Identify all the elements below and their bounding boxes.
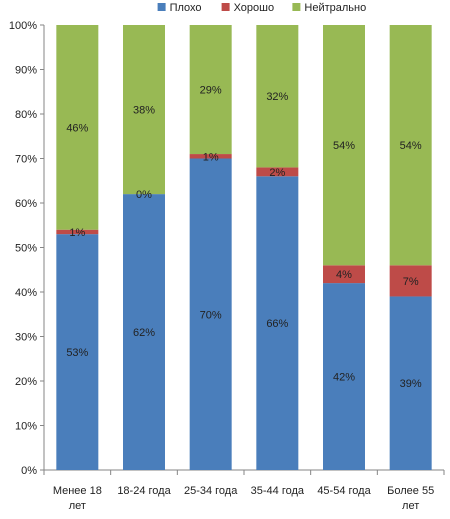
data-label: 46% — [66, 122, 88, 134]
data-label: 4% — [336, 269, 352, 281]
legend-swatch — [292, 3, 301, 11]
data-label: 38% — [133, 105, 155, 117]
x-tick-label: Менее 18 лет — [53, 485, 102, 512]
y-tick-label: 10% — [15, 421, 37, 433]
bars — [56, 25, 432, 471]
bar-segment — [56, 25, 99, 230]
bar-segment — [123, 25, 165, 195]
bar-segment — [256, 25, 299, 168]
y-tick-label: 0% — [21, 465, 37, 477]
data-label: 62% — [133, 327, 155, 339]
y-tick-label: 100% — [9, 20, 37, 32]
y-tick-label: 40% — [15, 287, 37, 299]
bar-segment — [256, 167, 299, 177]
bar-segment — [189, 25, 232, 155]
data-label: 54% — [400, 140, 422, 152]
y-tick-label: 20% — [15, 376, 37, 388]
data-labels: 53% 1% 46% 62% 0% 38% 70% 1% 29% 66% 2% 32% 42% 4% 54%… — [66, 85, 422, 391]
x-tick-label-line: лет — [69, 500, 86, 512]
data-label: 2% — [269, 167, 285, 179]
data-label: 54% — [333, 140, 355, 152]
bar-segment — [389, 265, 432, 297]
y-tick-label: 50% — [15, 243, 37, 255]
data-label: 53% — [66, 347, 88, 359]
data-label: 1% — [69, 227, 85, 239]
bar-segment — [189, 154, 232, 159]
legend-label: Плохо — [170, 2, 202, 14]
data-label: 39% — [400, 378, 422, 390]
x-tick-label: 45-54 года — [317, 485, 371, 497]
y-tick-label: 90% — [15, 65, 37, 77]
y-tick-label: 30% — [15, 332, 37, 344]
x-tick-label: Более 55 лет — [387, 485, 434, 512]
bar-segment — [123, 194, 165, 470]
bar-segment — [389, 25, 432, 266]
data-label: 29% — [200, 85, 222, 97]
bar-segment — [323, 25, 365, 266]
data-label: 70% — [200, 309, 222, 321]
x-tick-label: 35-44 года — [251, 485, 305, 497]
legend: Плохо Хорошо Нейтрально — [157, 2, 366, 14]
bar-segment — [189, 158, 232, 470]
x-tick-label-line: 18-24 года — [117, 485, 171, 497]
data-label: 32% — [266, 91, 288, 103]
x-tick-label-line: 35-44 года — [251, 485, 305, 497]
data-label: 42% — [333, 372, 355, 384]
y-tick-label: 60% — [15, 198, 37, 210]
x-tick-label-line: 45-54 года — [317, 485, 371, 497]
bar-segment — [323, 283, 365, 470]
legend-swatch — [221, 3, 230, 11]
legend-label: Хорошо — [234, 2, 275, 14]
legend-label: Нейтрально — [304, 2, 366, 14]
axes: 0% 10% 20% 30% 40% 50% 60% 70% 80% 90% 100% Менее 1… — [9, 20, 445, 512]
bar-segment — [56, 234, 99, 470]
x-tick-label-line: Менее 18 — [53, 485, 102, 497]
bar-segment — [56, 229, 99, 235]
data-label: 7% — [403, 276, 419, 288]
x-tick-label-line: Более 55 — [387, 485, 434, 497]
x-tick-label-line: лет — [402, 500, 419, 512]
bar-segment — [256, 176, 299, 471]
x-tick-label: 18-24 года — [117, 485, 171, 497]
bar-segment — [323, 265, 365, 284]
data-label: 66% — [266, 318, 288, 330]
y-tick-label: 70% — [15, 154, 37, 166]
data-label: 0% — [136, 189, 152, 201]
y-tick-label: 80% — [15, 109, 37, 121]
legend-swatch — [157, 3, 166, 11]
bar-segment — [389, 296, 432, 470]
data-label: 1% — [203, 151, 219, 163]
x-tick-label: 25-34 года — [184, 485, 238, 497]
x-tick-label-line: 25-34 года — [184, 485, 238, 497]
